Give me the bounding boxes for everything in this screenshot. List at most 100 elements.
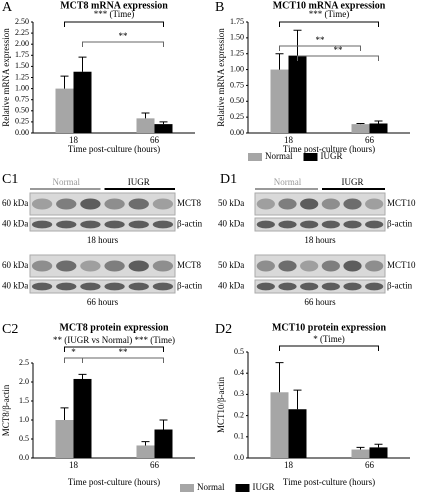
y-axis-label: Relative mRNA expression [216,28,226,127]
error-bar [293,29,302,56]
panel-label: D1 [220,172,237,187]
y-tick-label: 2.5 [19,358,29,367]
blot-band [104,220,125,229]
bar [369,447,388,458]
chart-title: MCT8 mRNA expression [60,0,168,11]
blot-caption: 18 hours [304,235,336,245]
y-tick-label: 2.0 [19,377,29,386]
y-tick-label: 0.1 [234,432,244,441]
bar [55,88,74,133]
significance-label: ** [334,45,344,55]
blot-band [321,220,340,229]
blot-band [300,198,319,210]
y-tick-label: 0.3 [234,389,244,398]
error-bar [356,446,365,450]
blot-band [278,220,297,229]
error-bar [60,75,69,89]
blot-band [128,220,149,229]
x-tick-label: 66 [150,460,160,470]
blot-band [365,220,384,229]
blot-band [104,260,125,272]
y-tick-label: 1.75 [230,17,244,26]
protein-label: β-actin [177,281,203,291]
group-label: IUGR [128,177,150,187]
blot-caption: 66 hours [304,297,336,307]
x-tick-label: 66 [365,135,375,145]
blot-band [343,220,362,229]
error-bar [159,419,168,430]
x-tick-label: 18 [284,135,294,145]
blot-band [256,260,275,272]
y-tick-label: 1.00 [230,64,244,73]
x-tick-label: 66 [365,460,375,470]
blot-band [128,198,149,210]
chart-title: MCT8 protein expression [59,322,169,333]
size-label: 40 kDa [2,219,28,229]
blot-band [31,282,53,291]
significance-bracket [297,55,379,61]
blot-band [80,260,101,272]
blot-band [104,282,125,291]
blot-band [31,198,53,210]
size-label: 60 kDa [2,260,28,270]
error-bar [159,121,168,125]
chart-title: MCT10 mRNA expression [273,0,386,11]
x-tick-label: 18 [69,135,79,145]
protein-label: MCT10 [387,260,416,270]
blot-band [256,282,275,291]
legend-label: Normal [197,482,225,492]
blot-band [365,260,384,272]
significance-bracket [64,357,83,363]
blot-caption: 18 hours [87,235,119,245]
legend-label: Normal [265,151,293,161]
significance-bracket [279,345,379,351]
y-tick-label: 1.50 [15,61,29,70]
blot-band [321,198,340,210]
y-axis-label: MCT10/β-actin [216,376,226,433]
y-tick-label: 1.50 [230,33,244,42]
y-tick-label: 2.00 [15,39,29,48]
blot-band [300,260,319,272]
x-axis-label: Time post-culture (hours) [283,144,375,154]
blot-band [104,198,125,210]
x-axis-label: Time post-culture (hours) [283,477,375,487]
significance-bracket [82,357,164,363]
significance-bracket [279,21,379,27]
bar [270,69,289,133]
x-tick-label: 18 [69,460,79,470]
blot-band [278,260,297,272]
significance-label: *** (Time) [94,9,134,19]
size-label: 60 kDa [2,198,28,208]
significance-bracket [64,346,164,352]
panel-label: B [215,0,224,15]
legend-swatch [180,484,194,492]
bar [270,392,289,458]
blot-band [152,260,174,272]
protein-label: β-actin [177,219,203,229]
y-tick-label: 0.0 [19,453,29,462]
bar [369,123,388,133]
blot-band [256,220,275,229]
error-bar [374,443,383,448]
blot-band [321,282,340,291]
blot-band [321,260,340,272]
error-bar [78,56,87,72]
y-tick-label: 1.75 [15,50,29,59]
blot-band [128,260,149,272]
significance-bracket [82,41,164,47]
bar [351,449,370,458]
blot-band [365,282,384,291]
blot-band [365,198,384,210]
protein-label: MCT10 [387,198,416,208]
y-tick-label: 1.5 [19,396,29,405]
y-tick-label: 1.00 [15,83,29,92]
blot-band [278,282,297,291]
significance-label: * (Time) [313,334,344,344]
blot-band [56,282,77,291]
error-bar [275,362,284,393]
significance-label: *** (Time) [309,9,349,19]
blot-caption: 66 hours [87,297,119,307]
blot-band [31,260,53,272]
blot-band [256,198,275,210]
